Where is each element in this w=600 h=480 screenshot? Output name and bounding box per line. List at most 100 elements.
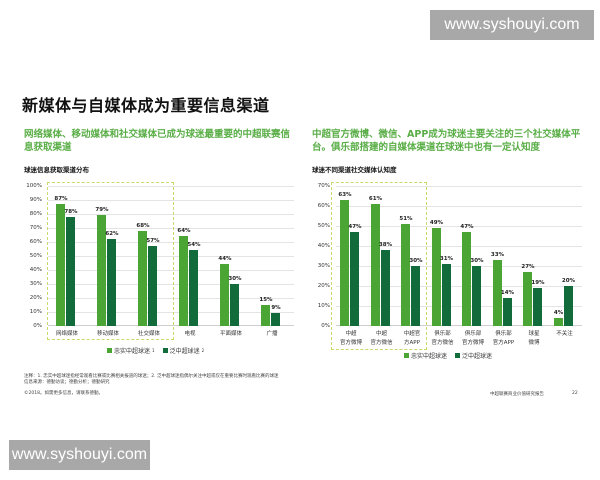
bar-value-label: 20% <box>561 278 576 284</box>
bar-value-label: 54% <box>187 242 201 249</box>
legend-sup-loyal: 1 <box>152 348 155 353</box>
bar-group: 49% 31% <box>430 186 454 326</box>
bar-group: 63% 47% <box>338 186 362 326</box>
plot-area: 87% 78% 网络媒体 79% 62% 移动媒体 68% 57% 社交媒体 64% 54% 电视 44… <box>48 186 294 337</box>
bar-value-label: 30% <box>228 276 242 282</box>
gridline <box>336 246 582 247</box>
gridline <box>48 200 294 201</box>
y-tick-label: 10% <box>317 303 330 309</box>
bar-group: 33% 14% <box>491 186 515 326</box>
bar-loyal-fans <box>523 272 532 326</box>
bar-value-label: 30% <box>409 258 423 264</box>
bar-casual-fans <box>350 232 359 326</box>
y-tick-label: 0% <box>33 323 42 329</box>
x-tick-label: 不关注 <box>556 331 573 337</box>
bar-value-label: 33% <box>490 252 505 258</box>
gridline <box>48 270 294 271</box>
bar-casual-fans <box>230 284 239 326</box>
bar-value-label: 57% <box>146 238 160 245</box>
bar-value-label: 51% <box>399 216 413 222</box>
bar-loyal-fans <box>370 204 380 326</box>
bar-value-label: 27% <box>521 264 535 270</box>
legend-swatch-casual-icon <box>162 348 168 353</box>
bar-loyal-fans <box>462 232 471 326</box>
y-tick-label: 60% <box>317 203 330 209</box>
x-tick-label: 球星 微博 <box>528 331 540 346</box>
bar-value-label: 61% <box>368 196 383 202</box>
gridline <box>336 186 582 187</box>
y-axis: 100% 90% 80% 70% 60% 50% 40% 30% 20% 10% 0% <box>24 183 44 329</box>
bar-value-label: 78% <box>64 208 78 215</box>
footnote-copyright: ©2018。如需更多信息，请联系德勤。 <box>24 391 103 396</box>
y-tick-label: 90% <box>29 197 42 203</box>
left-bar-chart: 100% 90% 80% 70% 60% 50% 40% 30% 20% 10% 0% 87% 78% 网… <box>24 182 294 340</box>
x-tick-label: 俱乐部 官方APP <box>492 331 515 346</box>
x-tick-label: 移动媒体 <box>96 331 119 337</box>
y-tick-label: 20% <box>29 295 42 301</box>
bar-group: 87% 78% <box>54 186 78 326</box>
bar-casual-fans <box>107 239 116 326</box>
bar-value-label: 87% <box>54 196 68 203</box>
x-tick-label: 平面媒体 <box>219 331 242 337</box>
bar-value-label: 9% <box>271 305 281 312</box>
y-tick-label: 70% <box>29 225 42 231</box>
bar-value-label: 31% <box>439 256 454 262</box>
left-panel-header: 网络媒体、移动媒体和社交媒体已成为球迷最重要的中超联赛信息获取渠道 球迷信息获取… <box>24 128 294 174</box>
bar-value-label: 63% <box>338 192 352 198</box>
bar-value-label: 47% <box>348 224 362 230</box>
x-tick-label: 网络媒体 <box>55 331 78 337</box>
y-tick-label: 30% <box>317 263 330 269</box>
gridline <box>336 266 582 267</box>
left-legend: 忠实中超球迷 1 泛中超球迷 2 <box>107 346 204 355</box>
legend-label-loyal-right: 忠实中超球迷 <box>411 353 448 360</box>
y-tick-label: 20% <box>317 283 330 289</box>
plot-area: 63% 47% 中超 官方微博 61% 38% 中超 官方微信 51% 30% 中超官 方APP 49%… <box>336 186 582 346</box>
bar-casual-fans <box>411 266 420 326</box>
bar-loyal-fans <box>220 264 229 326</box>
x-tick-label: 中超 官方微博 <box>339 331 362 346</box>
watermark-bottom: www.syshouyi.com <box>9 440 150 470</box>
gridline <box>48 284 294 285</box>
bar-value-label: 47% <box>460 224 474 230</box>
gridline <box>336 226 582 227</box>
bar-group: 15% 9% <box>259 186 283 326</box>
bar-value-label: 14% <box>500 290 515 296</box>
footnote-source: 信息来源：德勤访谈；德勤分析；德勤研究 <box>24 380 110 385</box>
highlight-box <box>331 182 427 350</box>
footer-report-name: 中超联赛商业价值研究报告 <box>490 392 544 397</box>
bar-casual-fans <box>148 246 157 326</box>
page-title: 新媒体与自媒体成为重要信息渠道 <box>22 96 270 115</box>
legend-item-loyal-right: 忠实中超球迷 <box>404 351 447 360</box>
legend-sup-casual: 2 <box>201 348 205 353</box>
x-axis-line <box>48 325 294 326</box>
bar-value-label: 49% <box>429 220 444 226</box>
legend-label-loyal: 忠实中超球迷 <box>114 348 151 355</box>
bar-loyal-fans <box>138 230 147 326</box>
bar-group: 4% 20% <box>553 186 576 326</box>
bar-casual-fans <box>563 286 573 326</box>
bar-value-label: 30% <box>470 258 484 264</box>
x-tick-label: 广播 <box>266 331 278 337</box>
gridline <box>48 242 294 243</box>
legend-swatch-loyal-right-icon <box>404 353 409 358</box>
bar-group: 68% 57% <box>136 186 160 326</box>
bar-casual-fans <box>271 313 280 326</box>
y-tick-label: 50% <box>317 223 330 229</box>
right-legend: 忠实中超球迷 泛中超球迷 <box>404 351 492 360</box>
legend-swatch-casual-right-icon <box>455 353 461 358</box>
bar-loyal-fans <box>261 305 270 326</box>
x-tick-label: 电视 <box>184 331 196 337</box>
bar-casual-fans <box>502 298 512 326</box>
gridline <box>48 256 294 257</box>
bar-loyal-fans <box>179 236 188 326</box>
y-axis: 70% 60% 50% 40% 30% 20% 10% 0% <box>312 183 332 329</box>
watermark-top: www.syshouyi.com <box>430 10 594 40</box>
y-tick-label: 80% <box>29 211 42 217</box>
gridline <box>336 286 582 287</box>
bar-group: 27% 19% <box>521 186 545 326</box>
gridline <box>336 306 582 307</box>
legend-label-casual-right: 泛中超球迷 <box>462 353 493 360</box>
y-tick-label: 70% <box>317 183 330 189</box>
bar-loyal-fans <box>431 228 441 326</box>
bar-casual-fans <box>533 288 542 326</box>
